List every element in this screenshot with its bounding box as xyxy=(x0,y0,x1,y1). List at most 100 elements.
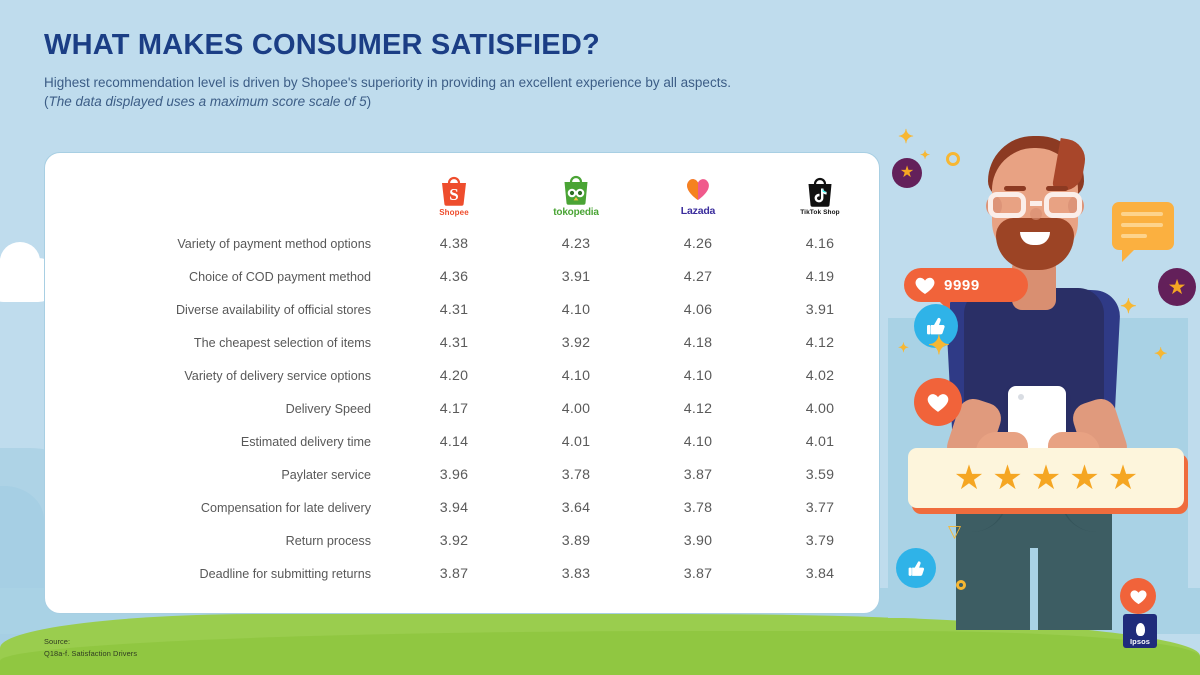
score-cell-tiktok-shop: 3.91 xyxy=(805,301,835,318)
person-eyebrow-left xyxy=(1004,186,1026,191)
subtitle-line-2: (The data displayed uses a maximum score… xyxy=(44,92,944,111)
score-cell-lazada: 4.27 xyxy=(683,268,713,285)
brand-label-lazada: Lazada xyxy=(680,205,716,217)
page-subtitle: Highest recommendation level is driven b… xyxy=(44,73,944,111)
brand-header-tiktok-shop[interactable]: TikTok Shop xyxy=(759,153,881,227)
chat-bubble-icon xyxy=(1112,202,1174,262)
table-row: Deadline for submitting returns 3.87 3.83 3… xyxy=(45,557,881,590)
row-label: Delivery Speed xyxy=(285,401,371,416)
brand-header-lazada[interactable]: Lazada xyxy=(637,153,759,227)
source-value: Q18a-f. Satisfaction Drivers xyxy=(44,648,138,658)
heart-icon xyxy=(1129,589,1147,604)
heart-icon xyxy=(927,394,949,412)
table-header-row: S Shopee xyxy=(45,153,881,227)
thumbs-up-badge-secondary xyxy=(896,548,936,588)
score-cell-shopee: 4.31 xyxy=(439,301,469,318)
score-cell-tokopedia: 4.10 xyxy=(561,367,591,384)
score-cell-lazada: 4.10 xyxy=(683,367,713,384)
table-row: Return process 3.92 3.89 3.90 3.79 xyxy=(45,524,881,557)
score-cell-tiktok-shop: 3.79 xyxy=(805,532,835,549)
score-cell-tiktok-shop: 4.01 xyxy=(805,433,835,450)
rating-star-icon: ★ xyxy=(992,459,1023,497)
table-row: Variety of payment method options 4.38 4.2… xyxy=(45,227,881,260)
score-cell-shopee: 4.31 xyxy=(439,334,469,351)
score-cell-tokopedia: 3.92 xyxy=(561,334,591,351)
score-cell-tokopedia: 3.64 xyxy=(561,499,591,516)
rating-star-icon: ★ xyxy=(1107,459,1139,497)
thumbs-up-icon xyxy=(927,317,945,335)
row-label: The cheapest selection of items xyxy=(193,335,371,350)
score-cell-shopee: 4.17 xyxy=(439,400,469,417)
ipsos-mark-icon xyxy=(1135,623,1145,636)
smartphone-camera-icon xyxy=(1018,394,1024,400)
satisfaction-table-card: S Shopee xyxy=(44,152,880,614)
subtitle-note: The data displayed uses a maximum score … xyxy=(48,94,367,110)
ring-decoration xyxy=(946,152,960,166)
glasses-lens-left xyxy=(988,192,1026,218)
table-body: Variety of payment method options 4.38 4.2… xyxy=(45,227,881,590)
score-cell-tokopedia: 3.83 xyxy=(561,565,591,582)
score-cell-lazada: 4.10 xyxy=(683,433,713,450)
score-cell-tokopedia: 3.78 xyxy=(561,466,591,483)
score-cell-tokopedia: 3.89 xyxy=(561,532,591,549)
score-cell-tiktok-shop: 3.77 xyxy=(805,499,835,516)
row-label: Compensation for late delivery xyxy=(200,500,371,515)
score-cell-tiktok-shop: 4.16 xyxy=(805,235,835,252)
person-nose xyxy=(1030,208,1042,220)
score-cell-tokopedia: 3.91 xyxy=(561,268,591,285)
satisfaction-table: S Shopee xyxy=(45,153,881,590)
table-row: Diverse availability of official stores 4… xyxy=(45,293,881,326)
thumbs-up-badge-primary xyxy=(914,304,958,348)
sparkle-icon: ✦ xyxy=(898,127,914,148)
score-cell-lazada: 4.18 xyxy=(683,334,713,351)
ipsos-logo: Ipsos xyxy=(1123,614,1157,648)
score-cell-shopee: 4.38 xyxy=(439,235,469,252)
star-badge-large: ★ xyxy=(1158,268,1196,306)
subtitle-paren-close: ) xyxy=(366,94,372,110)
score-cell-lazada: 3.87 xyxy=(683,466,713,483)
score-cell-shopee: 4.14 xyxy=(439,433,469,450)
person-glasses xyxy=(986,192,1084,218)
score-cell-tiktok-shop: 3.84 xyxy=(805,565,835,582)
score-cell-shopee: 3.92 xyxy=(439,532,469,549)
score-cell-tiktok-shop: 4.19 xyxy=(805,268,835,285)
star-badge-small: ★ xyxy=(892,158,922,188)
person-leg-split xyxy=(1030,548,1038,630)
score-cell-tokopedia: 4.23 xyxy=(561,235,591,252)
sparkle-icon: ✦ xyxy=(920,148,931,162)
brand-header-shopee[interactable]: S Shopee xyxy=(393,153,515,227)
score-cell-tiktok-shop: 4.02 xyxy=(805,367,835,384)
score-cell-tiktok-shop: 3.59 xyxy=(805,466,835,483)
ring-decoration xyxy=(956,580,966,590)
chat-line xyxy=(1121,234,1147,238)
rating-star-icon: ★ xyxy=(1069,459,1100,497)
heart-badge-primary xyxy=(914,378,962,426)
row-label: Choice of COD payment method xyxy=(189,269,371,284)
score-cell-lazada: 4.06 xyxy=(683,301,713,318)
score-cell-lazada: 4.12 xyxy=(683,400,713,417)
score-cell-tiktok-shop: 4.12 xyxy=(805,334,835,351)
subtitle-line-1: Highest recommendation level is driven b… xyxy=(44,74,731,90)
brand-label-tiktok-shop: TikTok Shop xyxy=(800,208,840,216)
chat-line xyxy=(1121,212,1163,216)
person-eyebrow-right xyxy=(1046,186,1068,191)
score-cell-lazada: 3.87 xyxy=(683,565,713,582)
rating-star-icon: ★ xyxy=(1030,459,1062,497)
score-cell-shopee: 4.36 xyxy=(439,268,469,285)
score-cell-shopee: 3.94 xyxy=(439,499,469,516)
page-title: WHAT MAKES CONSUMER SATISFIED? xyxy=(44,29,600,61)
brand-header-tokopedia[interactable]: tokopedia xyxy=(515,153,637,227)
sparkle-icon: ✦ xyxy=(898,340,909,355)
table-row: Variety of delivery service options 4.20 4… xyxy=(45,359,881,392)
heart-badge-secondary xyxy=(1120,578,1156,614)
table-row: The cheapest selection of items 4.31 3.92 4… xyxy=(45,326,881,359)
table-row: Choice of COD payment method 4.36 3.91 4.27… xyxy=(45,260,881,293)
driver-column-header xyxy=(45,153,393,227)
table-row: Compensation for late delivery 3.94 3.64 3.… xyxy=(45,491,881,524)
shopee-logo-icon: S xyxy=(442,176,466,206)
score-cell-lazada: 3.78 xyxy=(683,499,713,516)
chat-line xyxy=(1121,223,1163,227)
subtitle-paren-open: ( xyxy=(44,94,49,110)
table-row: Estimated delivery time 4.14 4.01 4.10 4.01 xyxy=(45,425,881,458)
score-cell-tokopedia: 4.00 xyxy=(561,400,591,417)
